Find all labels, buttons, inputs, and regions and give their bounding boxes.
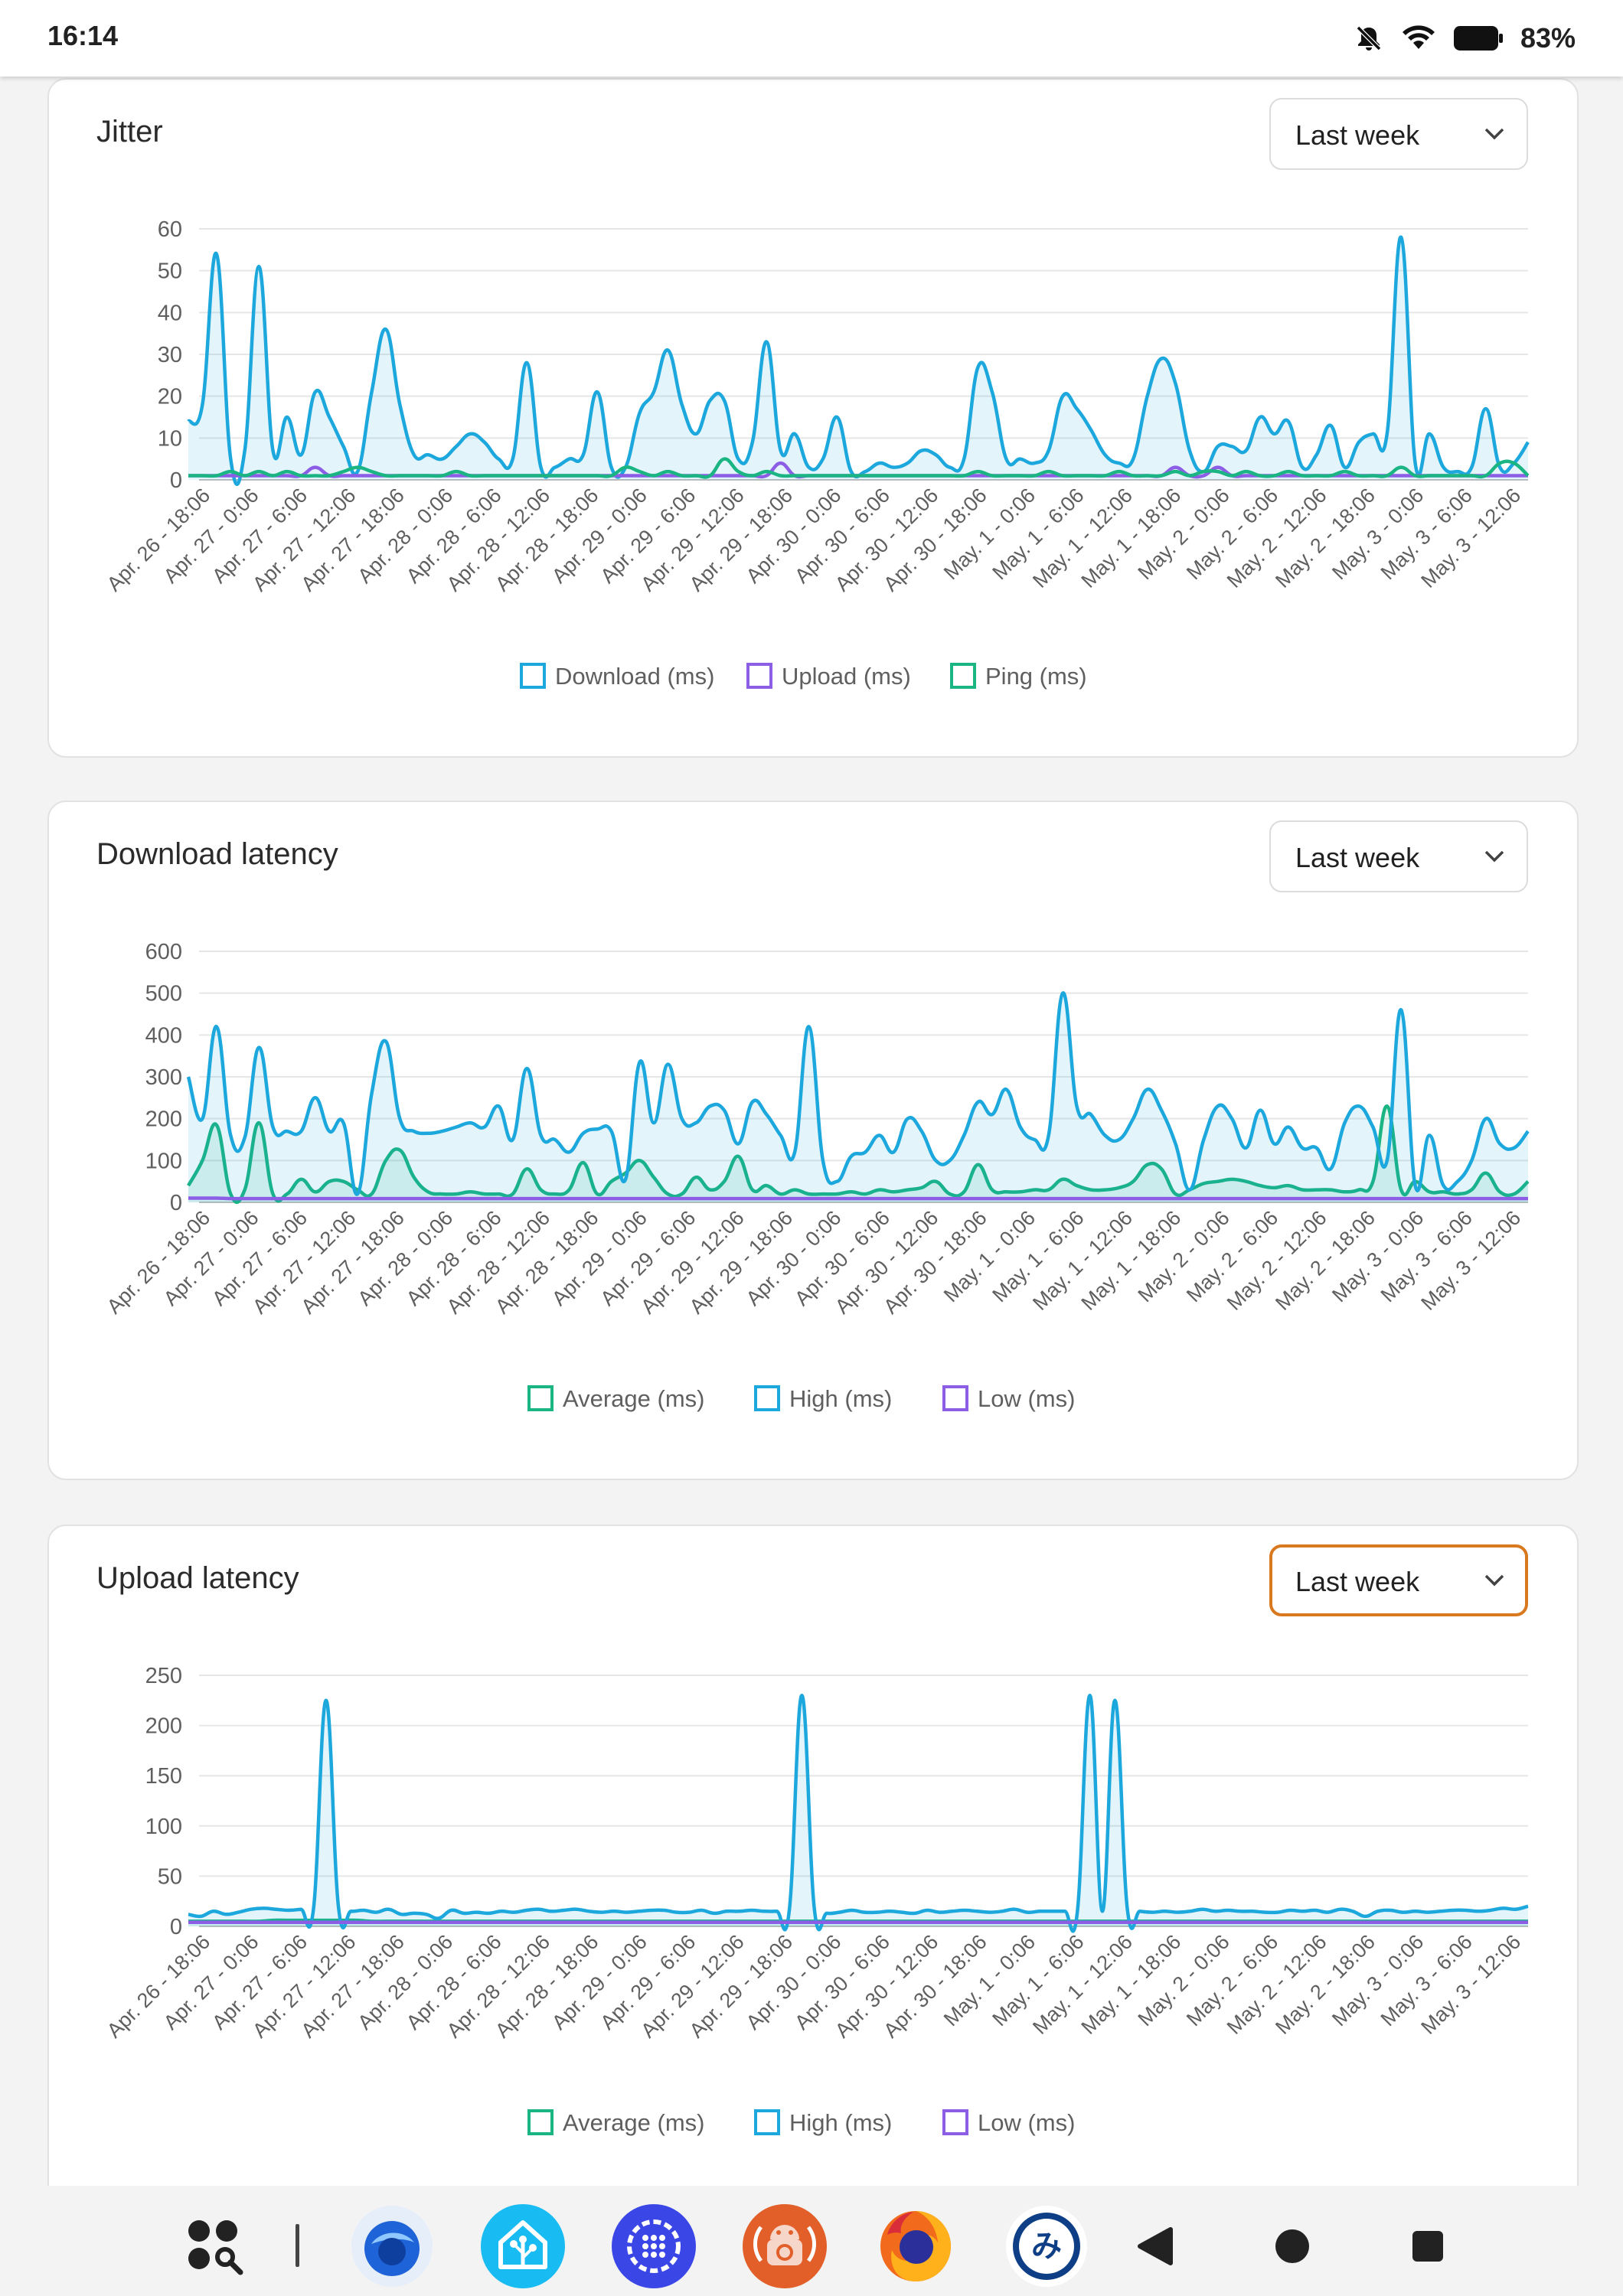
y-tick-label: 100	[145, 1815, 182, 1839]
taskbar-divider	[296, 2224, 299, 2267]
legend-item[interactable]: Upload (ms)	[746, 663, 911, 690]
y-tick-label: 10	[158, 426, 182, 451]
y-tick-label: 20	[158, 385, 182, 409]
range-select-value: Last week	[1295, 119, 1420, 151]
signal-app-icon[interactable]	[612, 2204, 696, 2288]
y-tick-label: 300	[145, 1065, 182, 1090]
card-title: Jitter	[96, 115, 163, 148]
mi-app-icon[interactable]: み	[1004, 2204, 1089, 2288]
legend-label: Upload (ms)	[782, 663, 911, 690]
f-droid-app-icon[interactable]	[743, 2204, 827, 2288]
chevron-down-icon	[1484, 128, 1504, 140]
legend-label: Download (ms)	[555, 663, 714, 690]
navigation-bar: み	[0, 2186, 1623, 2296]
range-select[interactable]: Last week	[1269, 820, 1528, 892]
y-tick-label: 400	[145, 1023, 182, 1048]
series-area	[188, 993, 1528, 1202]
series-area	[188, 1106, 1528, 1202]
firefox-app-icon[interactable]	[874, 2204, 958, 2288]
legend-label: Ping (ms)	[985, 663, 1087, 690]
legend-swatch	[527, 1385, 554, 1411]
y-tick-label: 0	[170, 468, 182, 493]
legend-item[interactable]: Low (ms)	[942, 2109, 1075, 2136]
legend-label: Low (ms)	[978, 1385, 1075, 1412]
legend-item[interactable]: Average (ms)	[527, 2109, 705, 2136]
chevron-down-icon	[1484, 850, 1504, 863]
y-tick-label: 50	[158, 259, 182, 284]
y-tick-label: 40	[158, 301, 182, 325]
series-line	[188, 1196, 1528, 1201]
legend-item[interactable]: Average (ms)	[527, 1385, 705, 1412]
legend-label: Average (ms)	[563, 2109, 705, 2136]
y-tick-label: 600	[145, 940, 182, 964]
legend-label: High (ms)	[789, 1385, 892, 1412]
chevron-down-icon	[1484, 1574, 1504, 1587]
series-area	[188, 236, 1528, 484]
legend-label: High (ms)	[789, 2109, 892, 2136]
series-line	[186, 991, 1530, 1196]
legend-swatch	[942, 1385, 968, 1411]
legend-swatch	[942, 2109, 968, 2135]
y-tick-label: 30	[158, 343, 182, 367]
legend-item[interactable]: High (ms)	[754, 2109, 892, 2136]
y-tick-label: 200	[145, 1714, 182, 1739]
legend-label: Average (ms)	[563, 1385, 705, 1412]
legend-swatch	[746, 663, 772, 689]
range-select[interactable]: Last week	[1269, 1544, 1528, 1616]
y-tick-label: 100	[145, 1149, 182, 1173]
legend-swatch	[754, 2109, 780, 2135]
series-area	[188, 1695, 1528, 1932]
wifi-icon	[1402, 25, 1435, 49]
app-drawer-search-icon[interactable]	[176, 2204, 260, 2288]
range-select[interactable]: Last week	[1269, 98, 1528, 170]
y-tick-label: 0	[170, 1915, 182, 1939]
range-select-value: Last week	[1295, 1566, 1420, 1597]
y-tick-label: 250	[145, 1664, 182, 1688]
battery-icon	[1453, 26, 1503, 51]
status-bar: 16:14 83%	[0, 0, 1623, 77]
recents-icon[interactable]	[1386, 2204, 1470, 2288]
battery-percent: 83%	[1520, 22, 1576, 54]
card-title: Upload latency	[96, 1561, 299, 1595]
y-tick-label: 500	[145, 982, 182, 1006]
y-tick-label: 150	[145, 1764, 182, 1789]
status-time: 16:14	[47, 20, 119, 51]
y-tick-label: 0	[170, 1191, 182, 1215]
legend-item[interactable]: Ping (ms)	[950, 663, 1087, 690]
home-icon[interactable]	[1250, 2204, 1334, 2288]
y-tick-label: 50	[158, 1864, 182, 1889]
series-line	[188, 1693, 1529, 1933]
legend-item[interactable]: Download (ms)	[520, 663, 714, 690]
range-select-value: Last week	[1295, 842, 1420, 873]
upload-latency-card: Upload latency Last week 0 50 100 150 200 250…	[47, 1525, 1579, 2216]
status-icons: 83%	[1354, 17, 1576, 60]
legend-label: Low (ms)	[978, 2109, 1075, 2136]
home-assistant-app-icon[interactable]	[481, 2204, 565, 2288]
back-icon[interactable]	[1114, 2204, 1198, 2288]
y-tick-label: 60	[158, 217, 182, 242]
download-latency-card: Download latency Last week 0 100 200 300 400…	[47, 801, 1579, 1480]
legend-swatch	[520, 663, 546, 689]
series-line	[187, 235, 1530, 487]
y-tick-label: 200	[145, 1107, 182, 1132]
series-line	[187, 1104, 1530, 1204]
card-title: Download latency	[96, 837, 338, 871]
legend-swatch	[754, 1385, 780, 1411]
legend-swatch	[527, 2109, 554, 2135]
legend-swatch	[950, 663, 976, 689]
legend-item[interactable]: High (ms)	[754, 1385, 892, 1412]
series-line	[188, 457, 1530, 479]
jitter-card: Jitter Last week 0 10 20 30 40 50 60 Apr. 26 - …	[47, 78, 1579, 758]
thunderbird-app-icon[interactable]	[350, 2204, 434, 2288]
svg-text:み: み	[1031, 2229, 1062, 2264]
mute-icon	[1356, 25, 1382, 51]
legend-item[interactable]: Low (ms)	[942, 1385, 1075, 1412]
